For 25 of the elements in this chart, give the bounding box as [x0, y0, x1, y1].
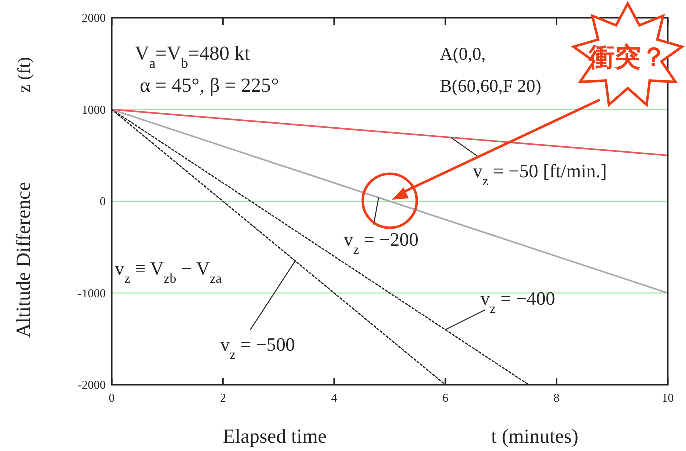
annotation: v$_{z}$ = −500: [220, 335, 296, 362]
annotation: A(0,0,: [440, 44, 486, 64]
annotation: v$_{z}$ = −200: [344, 230, 419, 256]
annotation: v$_{z}$ ≡ V$_{zb}$ − V$_{za}$: [115, 259, 222, 286]
annotation: V$_{a}$=V$_{b}$=480 kt: [135, 43, 251, 72]
annotation: 衝突？: [588, 43, 667, 73]
annotation: α = 45°, β = 225°: [140, 75, 280, 97]
x-tick-label: 8: [554, 391, 560, 405]
y-axis-title: Altitude Difference: [13, 182, 35, 338]
x-tick-label: 2: [220, 391, 226, 405]
y-tick-label: 0: [100, 194, 106, 208]
y-tick-label: -1000: [78, 286, 106, 300]
annotation: B(60,60,F 20): [440, 76, 542, 96]
x-tick-label: 0: [109, 391, 115, 405]
text: t (minutes): [491, 426, 579, 448]
y-tick-label: 2000: [82, 11, 106, 25]
text: z (ft): [14, 57, 34, 93]
annotation: v$_{z}$ = −400: [480, 288, 556, 316]
y-tick-label: 1000: [82, 102, 106, 117]
annotation: v$_{z}$ = −50 [ft/min.]: [473, 162, 608, 188]
y-tick-label: -2000: [78, 378, 106, 392]
x-tick-label: 6: [442, 391, 449, 405]
x-axis-title: Elapsed time: [223, 426, 328, 448]
x-tick-label: 10: [662, 391, 674, 405]
x-tick-label: 4: [331, 391, 338, 405]
